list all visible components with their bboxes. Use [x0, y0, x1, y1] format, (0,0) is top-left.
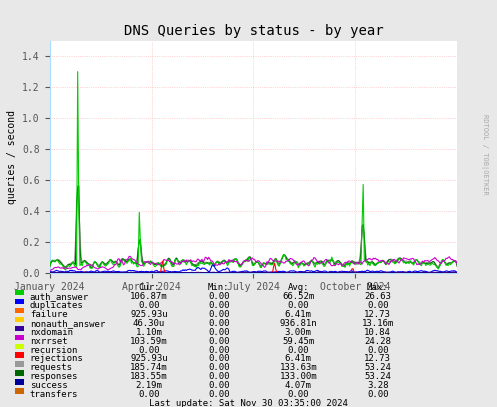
Text: 6.41m: 6.41m — [285, 354, 312, 363]
Text: 0.00: 0.00 — [208, 346, 230, 354]
Text: 0.00: 0.00 — [208, 319, 230, 328]
Text: 0.00: 0.00 — [208, 363, 230, 372]
Text: RDTOOL / TOB|OETKER: RDTOOL / TOB|OETKER — [481, 114, 488, 195]
Text: 0.00: 0.00 — [287, 390, 309, 399]
Text: 0.00: 0.00 — [138, 346, 160, 354]
Text: 925.93u: 925.93u — [130, 354, 168, 363]
Text: 133.00m: 133.00m — [279, 372, 317, 381]
Text: 0.00: 0.00 — [287, 301, 309, 310]
Text: 12.73: 12.73 — [364, 310, 391, 319]
Text: 133.63m: 133.63m — [279, 363, 317, 372]
Text: 0.00: 0.00 — [208, 354, 230, 363]
Text: 24.28: 24.28 — [364, 337, 391, 346]
Text: 0.00: 0.00 — [208, 292, 230, 301]
Text: 0.00: 0.00 — [208, 372, 230, 381]
Text: 0.00: 0.00 — [208, 390, 230, 399]
Text: Min:: Min: — [208, 283, 230, 292]
Text: rejections: rejections — [30, 354, 83, 363]
Text: duplicates: duplicates — [30, 301, 83, 310]
Text: 925.93u: 925.93u — [130, 310, 168, 319]
Text: 46.30u: 46.30u — [133, 319, 165, 328]
Text: auth_answer: auth_answer — [30, 292, 89, 301]
Text: Max:: Max: — [367, 283, 389, 292]
Text: responses: responses — [30, 372, 78, 381]
Text: nxrrset: nxrrset — [30, 337, 68, 346]
Text: 3.00m: 3.00m — [285, 328, 312, 337]
Text: nonauth_answer: nonauth_answer — [30, 319, 105, 328]
Text: 3.28: 3.28 — [367, 381, 389, 390]
Text: Last update: Sat Nov 30 03:35:00 2024: Last update: Sat Nov 30 03:35:00 2024 — [149, 399, 348, 407]
Text: 10.84: 10.84 — [364, 328, 391, 337]
Text: Avg:: Avg: — [287, 283, 309, 292]
Text: transfers: transfers — [30, 390, 78, 399]
Text: 13.16m: 13.16m — [362, 319, 394, 328]
Text: 1.10m: 1.10m — [136, 328, 163, 337]
Text: 12.73: 12.73 — [364, 354, 391, 363]
Text: 2.19m: 2.19m — [136, 381, 163, 390]
Text: 0.00: 0.00 — [367, 390, 389, 399]
Text: 0.00: 0.00 — [287, 346, 309, 354]
Text: 53.24: 53.24 — [364, 363, 391, 372]
Text: 0.00: 0.00 — [208, 328, 230, 337]
Text: 185.74m: 185.74m — [130, 363, 168, 372]
Text: 0.00: 0.00 — [208, 301, 230, 310]
Text: 0.00: 0.00 — [208, 381, 230, 390]
Text: 103.59m: 103.59m — [130, 337, 168, 346]
Text: 53.24: 53.24 — [364, 372, 391, 381]
Text: 0.00: 0.00 — [138, 301, 160, 310]
Text: 183.55m: 183.55m — [130, 372, 168, 381]
Text: requests: requests — [30, 363, 73, 372]
Text: 4.07m: 4.07m — [285, 381, 312, 390]
Text: 0.00: 0.00 — [208, 337, 230, 346]
Text: failure: failure — [30, 310, 68, 319]
Text: 0.00: 0.00 — [208, 310, 230, 319]
Text: 936.81n: 936.81n — [279, 319, 317, 328]
Text: 0.00: 0.00 — [367, 346, 389, 354]
Text: 0.00: 0.00 — [367, 301, 389, 310]
Text: success: success — [30, 381, 68, 390]
Text: 26.63: 26.63 — [364, 292, 391, 301]
Text: nxdomain: nxdomain — [30, 328, 73, 337]
Text: recursion: recursion — [30, 346, 78, 354]
Title: DNS Queries by status - by year: DNS Queries by status - by year — [124, 24, 383, 38]
Text: 59.45m: 59.45m — [282, 337, 314, 346]
Text: 0.00: 0.00 — [138, 390, 160, 399]
Text: 6.41m: 6.41m — [285, 310, 312, 319]
Text: 106.87m: 106.87m — [130, 292, 168, 301]
Text: 66.52m: 66.52m — [282, 292, 314, 301]
Y-axis label: queries / second: queries / second — [7, 110, 17, 204]
Text: Cur:: Cur: — [138, 283, 160, 292]
